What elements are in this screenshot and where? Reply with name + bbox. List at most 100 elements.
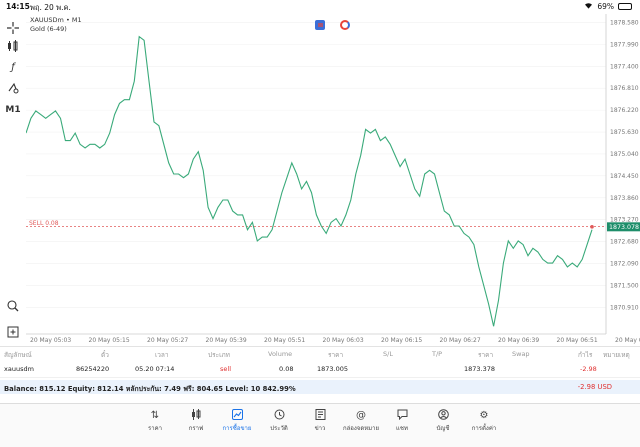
col-volume: Volume: [268, 350, 293, 358]
zoom-icon[interactable]: [5, 298, 21, 314]
bottom-nav: ⇅ ราคา กราฟ การซื้อขาย ประวัติ ข่าว @ กล…: [0, 403, 640, 447]
y-tick-label: 1874.450: [610, 173, 639, 180]
col-type: ประเภท: [208, 351, 230, 359]
x-tick-label: 20 May 05:15: [89, 337, 130, 344]
nav-settings-label: การตั้งค่า: [471, 425, 497, 432]
row-type: sell: [220, 365, 231, 373]
arrows-updown-icon: ⇅: [150, 410, 160, 421]
col-time: เวลา: [155, 351, 169, 359]
nav-quotes-label: ราคา: [148, 425, 162, 432]
y-tick-label: 1878.580: [610, 19, 639, 26]
nav-settings[interactable]: ⚙ การตั้งค่า: [464, 409, 504, 433]
new-order-icon[interactable]: [5, 324, 21, 340]
col-tp: T/P: [432, 350, 443, 358]
table-row[interactable]: xauusdm 86254220 05.20 07:14 sell 0.08 1…: [0, 362, 640, 378]
row-time: 05.20 07:14: [135, 365, 175, 373]
balance-text: Balance: 815.12 Equity: 812.14 หลักประกั…: [4, 385, 296, 393]
x-tick-label: 20 May 05:03: [30, 337, 71, 344]
col-price2: ราคา: [478, 351, 494, 359]
col-swap: Swap: [512, 350, 530, 358]
current-price-dot: [590, 225, 594, 229]
account-icon: [423, 409, 463, 423]
indicators-icon[interactable]: [5, 38, 21, 54]
timeframe-button[interactable]: M1: [5, 105, 21, 115]
one-click-buy-button[interactable]: [340, 20, 350, 30]
objects-icon[interactable]: [5, 80, 21, 96]
nav-news-label: ข่าว: [314, 425, 326, 432]
x-tick-label: 20 May 05:51: [264, 337, 305, 344]
trade-table-header: สัญลักษณ์ ตั๋ว เวลา ประเภท Volume ราคา S…: [0, 346, 640, 360]
status-right: 69%: [584, 2, 632, 11]
at-sign-icon: @: [356, 410, 366, 421]
chart-toolbar: ƒ M1: [0, 14, 26, 346]
wifi-icon: [584, 2, 593, 11]
chat-icon: [382, 409, 422, 423]
row-profit: -2.98: [580, 365, 597, 373]
nav-chat[interactable]: แชท: [382, 409, 422, 433]
x-tick-label: 20 May 06:27: [440, 337, 481, 344]
nav-trade-label: การซื้อขาย: [222, 425, 252, 432]
symbol-description: Gold (6-49): [30, 25, 67, 33]
y-tick-label: 1875.630: [610, 129, 639, 136]
col-comment: หมายเหตุ: [603, 351, 630, 359]
col-sl: S/L: [383, 350, 393, 358]
nav-chart-label: กราฟ: [188, 425, 204, 432]
row-price: 1873.005: [317, 365, 349, 373]
nav-news[interactable]: ข่าว: [300, 409, 340, 433]
current-price-badge: [607, 222, 640, 232]
balance-bar: Balance: 815.12 Equity: 812.14 หลักประกั…: [0, 380, 640, 394]
x-tick-label: 20 May 06:39: [498, 337, 539, 344]
status-time: 14:15: [6, 2, 30, 11]
battery-percent: 69%: [597, 2, 614, 11]
current-price-value: 1873.078: [609, 224, 639, 231]
x-tick-label: 20 May 07:03: [615, 337, 640, 344]
chart-svg[interactable]: 1878.580 1877.990 1877.400 1876.810 1876.220…: [25, 14, 640, 346]
battery-icon: [618, 3, 632, 10]
y-tick-label: 1876.810: [610, 85, 639, 92]
y-tick-label: 1872.090: [610, 261, 639, 268]
nav-mailbox-label: กล่องจดหมาย: [342, 425, 380, 432]
y-tick-label: 1877.400: [610, 63, 639, 70]
history-icon: [259, 409, 299, 423]
row-volume: 0.08: [279, 365, 294, 373]
status-date: พฤ. 20 พ.ค.: [30, 3, 71, 12]
y-tick-label: 1872.680: [610, 239, 639, 246]
gear-icon: ⚙: [479, 410, 489, 421]
col-price: ราคา: [328, 351, 344, 359]
nav-chat-label: แชท: [396, 425, 408, 432]
x-tick-label: 20 May 06:15: [381, 337, 422, 344]
candles-icon: [176, 409, 216, 423]
price-chart[interactable]: 1878.580 1877.990 1877.400 1876.810 1876.220…: [25, 14, 640, 346]
x-tick-label: 20 May 06:51: [557, 337, 598, 344]
trade-chart-icon: [217, 409, 257, 423]
col-ticket: ตั๋ว: [101, 351, 109, 359]
x-tick-label: 20 May 05:39: [206, 337, 247, 344]
row-symbol: xauusdm: [4, 365, 34, 373]
y-tick-label: 1873.270: [610, 217, 639, 224]
x-tick-label: 20 May 05:27: [147, 337, 188, 344]
nav-mailbox[interactable]: @ กล่องจดหมาย: [341, 409, 381, 433]
nav-account[interactable]: บัญชี: [423, 409, 463, 433]
nav-chart[interactable]: กราฟ: [176, 409, 216, 433]
function-icon[interactable]: ƒ: [11, 61, 15, 73]
row-ticket: 86254220: [76, 365, 110, 373]
crosshair-icon[interactable]: [5, 20, 21, 36]
price-series-line: [25, 35, 593, 327]
y-tick-label: 1875.040: [610, 151, 639, 158]
nav-history[interactable]: ประวัติ: [259, 409, 299, 433]
y-tick-label: 1873.860: [610, 195, 639, 202]
x-tick-label: 20 May 06:03: [323, 337, 364, 344]
col-profit: กำไร: [578, 351, 593, 359]
row-price-current: 1873.378: [464, 365, 496, 373]
nav-trade[interactable]: การซื้อขาย: [217, 409, 257, 433]
news-icon: [300, 409, 340, 423]
one-click-sell-button[interactable]: [315, 20, 325, 30]
y-tick-label: 1871.500: [610, 282, 639, 289]
nav-history-label: ประวัติ: [270, 425, 288, 432]
trade-arrows-icon: [317, 23, 323, 27]
y-tick-label: 1876.220: [610, 107, 639, 114]
sell-order-label: SELL 0.08: [29, 220, 59, 227]
nav-quotes[interactable]: ⇅ ราคา: [135, 409, 175, 433]
y-tick-label: 1877.990: [610, 41, 639, 48]
total-profit: -2.98 USD: [577, 383, 612, 391]
